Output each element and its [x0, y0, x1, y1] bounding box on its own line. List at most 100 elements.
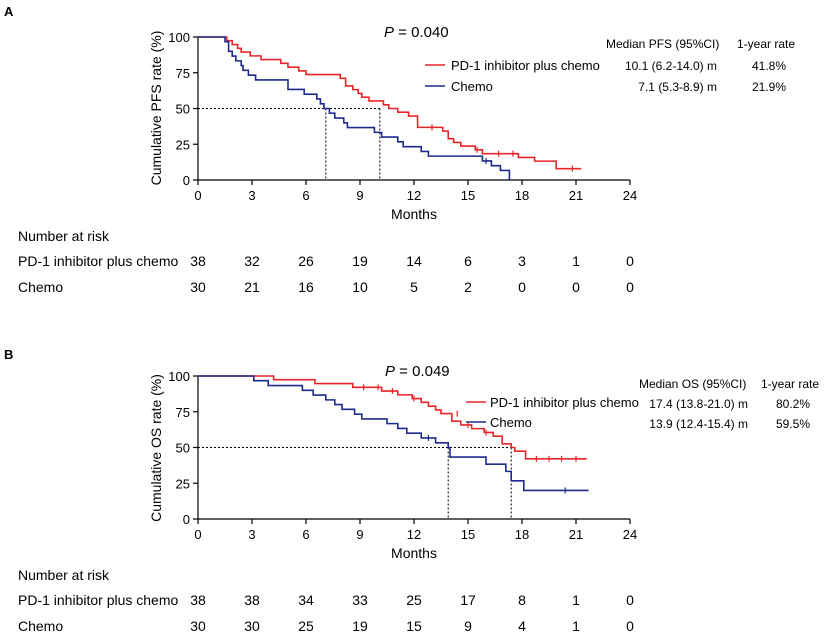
x-tick-label: 0 [194, 527, 201, 542]
x-tick-label: 9 [356, 527, 363, 542]
risk-count: 6 [464, 253, 472, 269]
x-tick-label: 24 [623, 527, 637, 542]
y-tick-label: 25 [176, 476, 190, 491]
risk-count: 19 [352, 253, 368, 269]
x-tick-label: 9 [356, 188, 363, 203]
stats-header-median: Median PFS (95%CI) [606, 37, 719, 51]
x-tick-label: 15 [461, 527, 475, 542]
legend-item-pd1: PD-1 inhibitor plus chemo [425, 58, 600, 73]
y-axis-title: Cumulative PFS rate (%) [148, 31, 164, 186]
median-reference-lines [198, 447, 512, 519]
km-curves [198, 375, 589, 494]
risk-count: 0 [626, 592, 634, 608]
risk-count: 17 [460, 592, 476, 608]
stats-rate-pd1: 41.8% [752, 59, 786, 73]
panel-label: A [4, 4, 14, 19]
stats-median-pd1: 17.4 (13.8-21.0) m [649, 397, 748, 411]
legend: PD-1 inhibitor plus chemo Chemo [466, 395, 639, 430]
risk-table-title: Number at risk [18, 567, 110, 583]
risk-count: 1 [572, 253, 580, 269]
risk-count: 34 [298, 592, 314, 608]
risk-count: 8 [518, 592, 526, 608]
x-axis: 0 3 6 9 12 15 18 21 24 Months [194, 518, 637, 561]
risk-table-title: Number at risk [18, 228, 110, 244]
legend-item-chemo: Chemo [425, 79, 493, 94]
x-axis-title: Months [391, 545, 437, 561]
km-curve-chemo [198, 375, 589, 492]
risk-count: 38 [190, 253, 206, 269]
risk-count: 9 [464, 618, 472, 633]
median-reference-lines [198, 108, 381, 180]
risk-count: 0 [626, 279, 634, 295]
risk-count: 4 [518, 618, 526, 633]
x-tick-label: 12 [407, 188, 421, 203]
risk-count: 0 [626, 618, 634, 633]
risk-count: 3 [518, 253, 526, 269]
risk-count: 0 [626, 253, 634, 269]
y-tick-label: 75 [176, 66, 190, 81]
km-curve-pd1 [198, 36, 582, 170]
x-tick-label: 6 [302, 527, 309, 542]
x-tick-label: 18 [515, 527, 529, 542]
risk-count: 33 [352, 592, 368, 608]
risk-row-label-pd1: PD-1 inhibitor plus chemo [18, 253, 179, 269]
legend-label-pd1: PD-1 inhibitor plus chemo [490, 395, 639, 410]
risk-row-label-chemo: Chemo [18, 618, 63, 633]
p-value: P = 0.040 [384, 24, 449, 41]
risk-table: Number at risk PD-1 inhibitor plus chemo… [18, 228, 634, 295]
legend-label-chemo: Chemo [490, 415, 532, 430]
risk-count: 10 [352, 279, 368, 295]
panel-label: B [4, 347, 13, 362]
risk-count: 30 [190, 279, 206, 295]
y-tick-label: 100 [168, 30, 190, 45]
risk-table: Number at risk PD-1 inhibitor plus chemo… [18, 567, 634, 633]
km-curves [198, 36, 582, 180]
risk-row-label-chemo: Chemo [18, 279, 63, 295]
y-tick-label: 25 [176, 137, 190, 152]
risk-count: 1 [572, 592, 580, 608]
km-curve-pd1 [198, 375, 587, 460]
x-tick-label: 0 [194, 188, 201, 203]
y-axis: 0 25 50 75 100 Cumulative OS rate (%) [148, 369, 199, 527]
risk-count: 15 [406, 618, 422, 633]
x-tick-label: 15 [461, 188, 475, 203]
risk-count: 30 [244, 618, 260, 633]
km-curve-chemo [198, 36, 511, 180]
risk-count: 0 [572, 279, 580, 295]
risk-count: 26 [298, 253, 314, 269]
stats-median-pd1: 10.1 (6.2-14.0) m [625, 59, 717, 73]
risk-count: 2 [464, 279, 472, 295]
y-tick-label: 0 [183, 173, 190, 188]
legend-label-pd1: PD-1 inhibitor plus chemo [451, 58, 600, 73]
y-tick-label: 100 [168, 369, 190, 384]
stats-header-rate: 1-year rate [737, 37, 795, 51]
stats-table: Median PFS (95%CI) 1-year rate 10.1 (6.2… [606, 37, 795, 94]
x-tick-label: 21 [569, 527, 583, 542]
risk-count: 21 [244, 279, 260, 295]
x-tick-label: 3 [248, 188, 255, 203]
x-axis: 0 3 6 9 12 15 18 21 24 Months [194, 179, 637, 222]
y-tick-label: 50 [176, 102, 190, 117]
risk-count: 19 [352, 618, 368, 633]
stats-table: Median OS (95%CI) 1-year rate 17.4 (13.8… [639, 377, 819, 431]
risk-count: 38 [190, 592, 206, 608]
risk-count: 0 [518, 279, 526, 295]
legend-item-pd1: PD-1 inhibitor plus chemo [466, 395, 639, 410]
x-tick-label: 24 [623, 188, 637, 203]
stats-header-median: Median OS (95%CI) [639, 377, 746, 391]
x-tick-label: 6 [302, 188, 309, 203]
risk-count: 32 [244, 253, 260, 269]
y-tick-label: 50 [176, 441, 190, 456]
x-axis-title: Months [391, 206, 437, 222]
x-tick-label: 18 [515, 188, 529, 203]
x-tick-label: 12 [407, 527, 421, 542]
x-tick-label: 21 [569, 188, 583, 203]
legend-item-chemo: Chemo [466, 415, 532, 430]
legend-label-chemo: Chemo [451, 79, 493, 94]
risk-count: 25 [298, 618, 314, 633]
stats-median-chemo: 7.1 (5.3-8.9) m [638, 80, 717, 94]
risk-count: 1 [572, 618, 580, 633]
